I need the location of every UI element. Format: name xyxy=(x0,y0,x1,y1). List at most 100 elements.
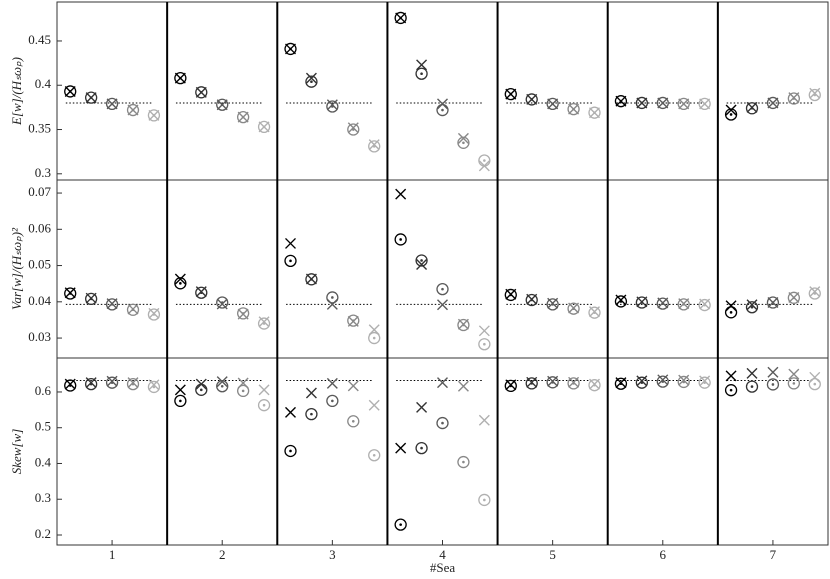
x-marker xyxy=(437,377,448,389)
x-shape xyxy=(64,287,76,299)
circle-shape xyxy=(257,317,271,330)
x-tick-label: 5 xyxy=(549,547,556,562)
y-tick-label: 0.2 xyxy=(35,526,51,541)
x-marker xyxy=(615,95,627,107)
x-marker xyxy=(195,286,207,298)
circle-shape xyxy=(305,75,318,88)
y-tick-label: 0.04 xyxy=(28,293,51,308)
y-tick-label: 0.06 xyxy=(28,220,51,235)
x-marker xyxy=(347,380,359,392)
x-shape xyxy=(174,273,186,285)
circle-marker xyxy=(368,331,381,345)
x-marker xyxy=(457,318,469,330)
x-shape xyxy=(148,307,160,319)
circle-marker xyxy=(724,384,738,397)
x-shape xyxy=(395,442,407,454)
x-marker xyxy=(127,377,139,389)
circle-shape xyxy=(478,338,491,351)
circle-marker xyxy=(174,277,187,290)
circle-shape xyxy=(525,377,538,390)
x-tick-label: 2 xyxy=(219,547,226,562)
y-tick-label: 0.3 xyxy=(35,490,51,505)
y-tick-label: 0.6 xyxy=(35,383,52,398)
x-shape xyxy=(85,92,97,104)
x-marker xyxy=(216,298,228,310)
circle-shape xyxy=(787,92,801,105)
x-marker xyxy=(505,288,517,300)
x-marker xyxy=(589,378,600,390)
x-marker xyxy=(678,298,690,310)
x-marker xyxy=(589,107,600,119)
x-marker xyxy=(174,273,186,285)
circle-dot xyxy=(262,403,266,407)
x-shape xyxy=(746,299,758,311)
x-marker xyxy=(725,370,737,382)
x-marker xyxy=(305,387,317,399)
x-shape xyxy=(258,316,270,328)
x-marker xyxy=(326,377,338,389)
x-shape xyxy=(174,72,186,84)
circle-shape xyxy=(174,277,187,290)
x-shape xyxy=(615,294,627,306)
x-shape xyxy=(678,98,690,110)
circle-shape xyxy=(698,298,711,312)
x-shape xyxy=(746,101,758,113)
circle-shape xyxy=(64,85,77,98)
x-shape xyxy=(636,296,648,308)
x-shape xyxy=(127,377,139,389)
circle-shape xyxy=(724,384,738,397)
circle-marker xyxy=(284,444,297,458)
x-shape xyxy=(216,376,228,388)
circle-dot xyxy=(729,388,733,392)
x-marker xyxy=(746,299,758,311)
x-marker xyxy=(64,378,76,390)
circle-shape xyxy=(656,297,669,310)
x-shape xyxy=(788,368,800,380)
x-marker xyxy=(809,286,821,298)
x-shape xyxy=(437,98,448,110)
x-shape xyxy=(437,299,448,311)
circle-shape xyxy=(126,103,140,117)
circle-shape xyxy=(284,444,297,458)
circle-dot xyxy=(462,460,465,464)
y-tick-label: 0.03 xyxy=(28,329,51,344)
x-shape xyxy=(347,315,359,327)
circle-shape xyxy=(724,306,738,319)
x-marker xyxy=(195,378,207,390)
circle-shape xyxy=(257,399,271,412)
circle-shape xyxy=(525,293,538,307)
x-shape xyxy=(478,325,490,337)
circle-shape xyxy=(504,379,517,393)
circle-marker xyxy=(787,377,801,390)
circle-dot xyxy=(483,159,486,162)
circle-dot xyxy=(331,399,334,403)
x-tick-label: 3 xyxy=(329,547,336,562)
circle-marker xyxy=(257,399,271,412)
circle-marker xyxy=(326,394,339,408)
x-shape xyxy=(767,97,779,109)
x-marker xyxy=(547,375,559,387)
x-marker xyxy=(148,379,160,391)
circle-shape xyxy=(525,93,538,106)
circle-marker xyxy=(394,518,407,531)
x-marker xyxy=(195,86,207,98)
x-marker xyxy=(326,298,338,310)
x-tick-label: 7 xyxy=(770,547,777,562)
circle-marker xyxy=(745,301,759,314)
x-shape xyxy=(326,298,338,310)
x-marker xyxy=(106,375,118,387)
circle-shape xyxy=(347,415,360,428)
x-marker xyxy=(788,291,800,303)
circle-shape xyxy=(635,376,649,389)
x-marker xyxy=(746,367,758,379)
circle-dot xyxy=(750,385,754,388)
circle-dot xyxy=(241,389,245,393)
x-marker xyxy=(127,303,139,315)
x-shape xyxy=(505,88,517,100)
x-marker xyxy=(305,72,317,84)
x-shape xyxy=(636,97,648,109)
x-shape xyxy=(106,298,118,310)
x-shape xyxy=(148,379,160,391)
circle-marker xyxy=(724,108,738,121)
